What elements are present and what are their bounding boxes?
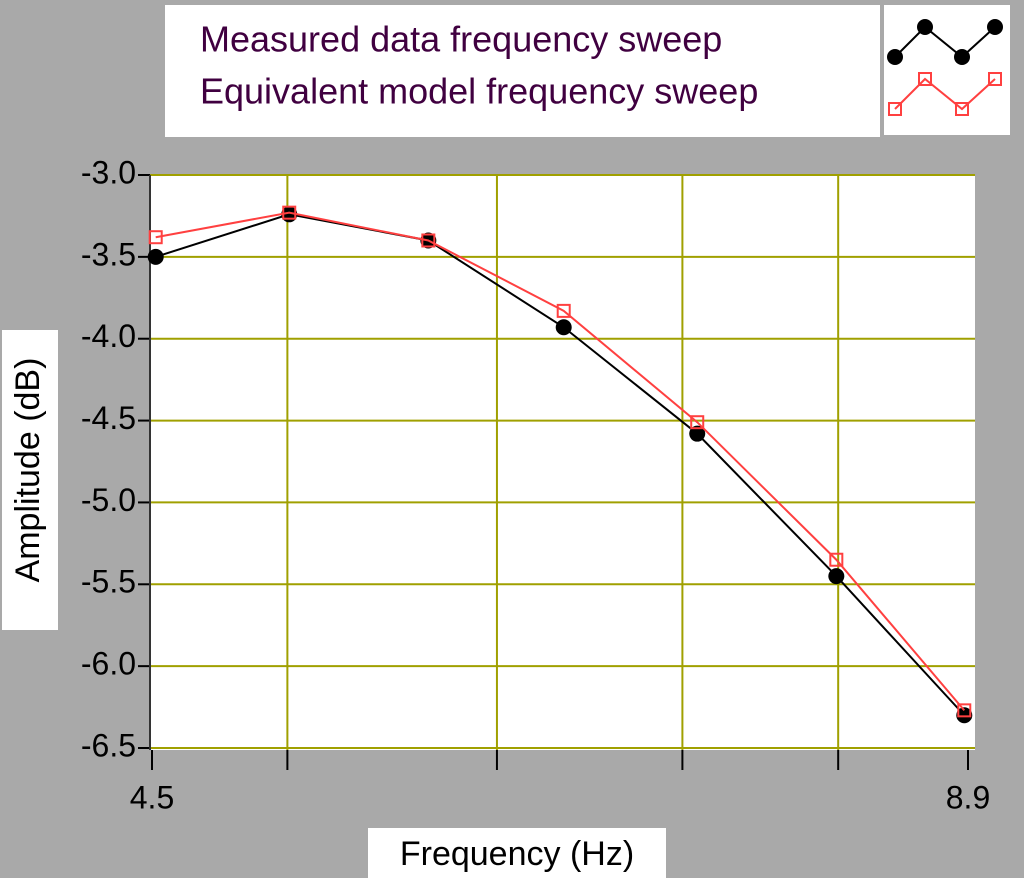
legend-swatch <box>894 25 996 59</box>
data-point <box>828 568 845 585</box>
data-point <box>956 707 973 724</box>
y-tick-label: -6.0 <box>81 646 136 682</box>
data-point <box>556 303 571 318</box>
legend-marker <box>917 19 933 35</box>
data-point <box>421 233 436 248</box>
series-line <box>155 211 966 711</box>
legend-label: Measured data frequency sweep <box>200 19 722 60</box>
legend-swatch <box>894 77 996 111</box>
data-point <box>282 205 297 220</box>
x-tick-label: 8.9 <box>946 779 990 815</box>
legend-box <box>165 5 880 137</box>
y-axis-label: Amplitude (dB) <box>9 358 47 583</box>
y-tick-label: -4.0 <box>81 318 136 354</box>
data-point <box>829 552 844 567</box>
data-point <box>957 703 972 718</box>
x-tick-label: 4.5 <box>130 779 174 815</box>
y-tick-label: -5.0 <box>81 482 136 518</box>
legend-marker <box>918 72 932 86</box>
y-tick-label: -5.5 <box>81 564 136 600</box>
legend-label: Equivalent model frequency sweep <box>200 71 758 112</box>
legend-marker <box>987 19 1003 35</box>
data-point <box>689 425 706 442</box>
plot-area <box>150 175 975 750</box>
y-tick-label: -6.5 <box>81 727 136 763</box>
legend-marker <box>954 49 970 65</box>
data-point <box>148 230 163 245</box>
legend-marker <box>887 49 903 65</box>
y-tick-label: -4.5 <box>81 400 136 436</box>
ylabel-bg <box>2 330 58 630</box>
legend-marker <box>988 72 1002 86</box>
x-axis-label: Frequency (Hz) <box>400 835 634 873</box>
xlabel-bg <box>368 828 666 878</box>
y-tick-label: -3.0 <box>81 154 136 190</box>
legend-marker <box>955 102 969 116</box>
data-point <box>690 415 705 430</box>
data-point <box>147 248 164 265</box>
y-tick-label: -3.5 <box>81 236 136 272</box>
data-point <box>555 319 572 336</box>
legend-marker <box>888 102 902 116</box>
